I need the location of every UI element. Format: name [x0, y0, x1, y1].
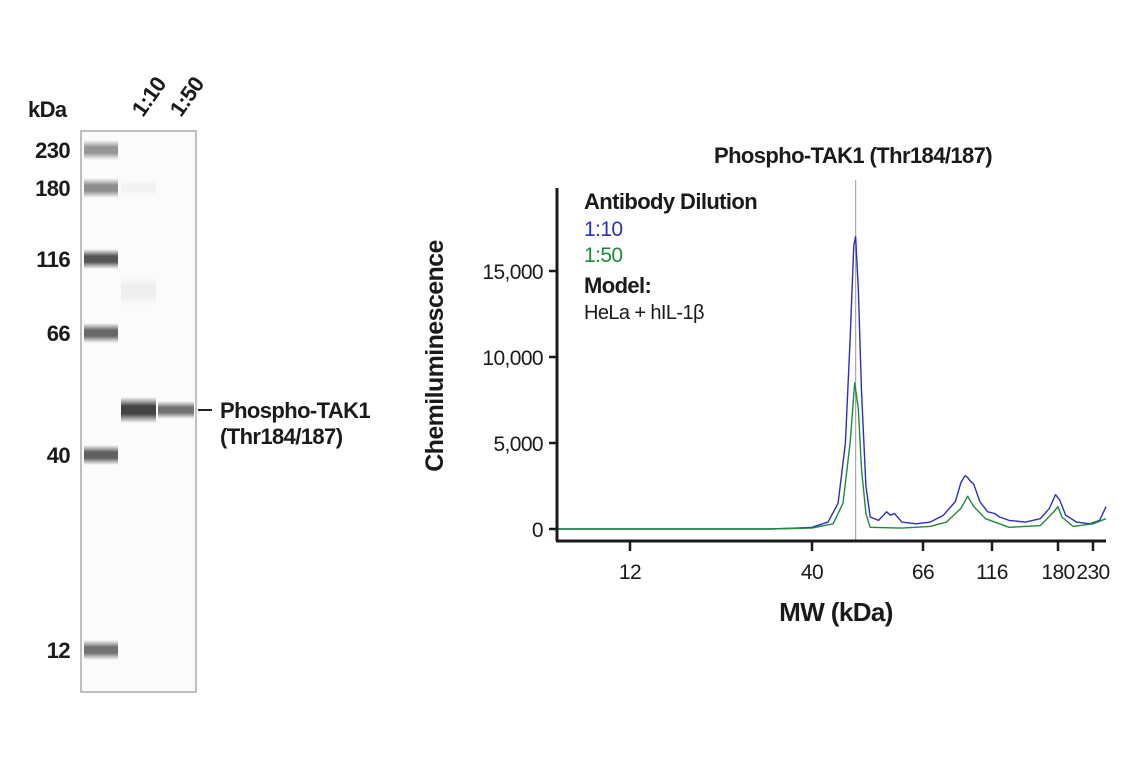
- x-tick-label: 116: [976, 561, 1008, 584]
- blot-panel: kDa 1:10 1:50 230 180 116 66 40 12 Phospho-TA…: [28, 72, 371, 693]
- target-label-line2: (Thr184/187): [220, 424, 343, 449]
- chart-title: Phospho-TAK1 (Thr184/187): [714, 143, 992, 168]
- ladder-band: [84, 445, 118, 465]
- x-axis-label: MW (kDa): [779, 597, 893, 627]
- ladder-label: 12: [47, 638, 71, 663]
- y-tick-label: 0: [532, 519, 543, 542]
- y-tick-label: 10,000: [482, 347, 543, 370]
- ladder-label: 180: [35, 176, 70, 201]
- lane1-target-band: [121, 397, 156, 423]
- legend-series-1: 1:10: [584, 218, 622, 241]
- x-tick-label: 230: [1076, 561, 1109, 584]
- y-tick-label: 15,000: [482, 261, 543, 284]
- lane1-faint-band: [121, 180, 156, 196]
- x-tick-label: 12: [619, 561, 641, 584]
- ladder-band: [84, 249, 118, 269]
- kda-label: kDa: [28, 97, 68, 122]
- lane1-faint-band: [121, 276, 156, 306]
- lane-label-1: 1:10: [127, 72, 172, 121]
- y-tick-label: 5,000: [493, 433, 543, 456]
- series-line-2: [558, 382, 1107, 530]
- legend-title: Antibody Dilution: [584, 189, 757, 214]
- x-tick-label: 40: [801, 561, 823, 584]
- ladder-label: 66: [47, 321, 71, 346]
- lane2-target-band: [158, 401, 194, 419]
- x-tick-label: 180: [1041, 561, 1074, 584]
- series-line-1: [558, 235, 1107, 530]
- y-axis-label: Chemiluminescence: [421, 240, 449, 472]
- lane-label-2: 1:50: [165, 72, 210, 121]
- legend-model-value: HeLa + hIL-1β: [584, 302, 704, 324]
- ladder-band: [84, 323, 118, 343]
- ladder-label: 230: [35, 138, 70, 163]
- ladder-band: [84, 640, 118, 660]
- target-label-line1: Phospho-TAK1: [220, 398, 370, 423]
- ladder-label: 116: [36, 247, 70, 272]
- ladder-band: [84, 140, 118, 160]
- legend-series-2: 1:50: [584, 244, 622, 267]
- ladder-label: 40: [47, 443, 71, 468]
- x-tick-label: 66: [912, 561, 934, 584]
- legend-model-title: Model:: [584, 273, 651, 298]
- ladder-band: [84, 178, 118, 198]
- chart-panel: Phospho-TAK1 (Thr184/187) Chemiluminesce…: [421, 143, 1110, 627]
